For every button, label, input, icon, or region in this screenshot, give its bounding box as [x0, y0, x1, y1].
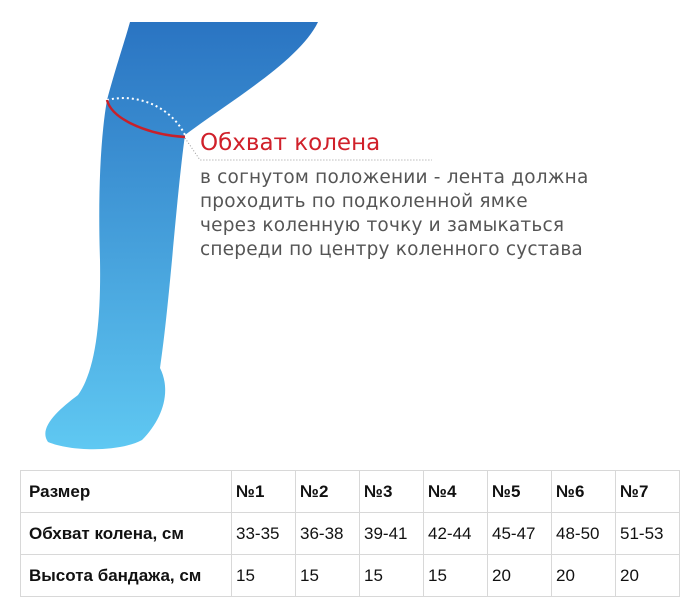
- knee-band-front: [105, 99, 186, 139]
- table-cell: 42-44: [423, 512, 488, 555]
- table-cell: 39-41: [359, 512, 424, 555]
- heading: Обхват колена: [200, 130, 381, 156]
- table-cell: Размер: [20, 470, 232, 513]
- table-cell: 20: [487, 554, 552, 597]
- table-cell: 15: [231, 554, 296, 597]
- table-cell: №1: [231, 470, 296, 513]
- table-cell: 20: [551, 554, 616, 597]
- table-cell: 33-35: [231, 512, 296, 555]
- table-cell: 36-38: [295, 512, 360, 555]
- table-cell: 15: [359, 554, 424, 597]
- table-cell: 15: [295, 554, 360, 597]
- description-line: в согнутом положении - лента должна: [200, 167, 589, 188]
- table-cell: №4: [423, 470, 488, 513]
- table-cell: №6: [551, 470, 616, 513]
- table-cell: №7: [615, 470, 680, 513]
- table-row: Обхват колена, см 33-35 36-38 39-41 42-44 45-…: [20, 512, 680, 555]
- description-line: проходить по подколенной ямке: [200, 191, 528, 212]
- illustration: [45, 22, 432, 450]
- description-line: спереди по центру коленного сустава: [200, 239, 583, 260]
- table-cell: Высота бандажа, см: [20, 554, 232, 597]
- table-cell: Обхват колена, см: [20, 512, 232, 555]
- leg: [45, 22, 318, 450]
- table-cell: №5: [487, 470, 552, 513]
- table-cell: 48-50: [551, 512, 616, 555]
- table-cell: №2: [295, 470, 360, 513]
- table-row: Высота бандажа, см 15 15 15 15 20 20 20: [20, 554, 680, 597]
- table-cell: 51-53: [615, 512, 680, 555]
- size-table: Размер №1 №2 №3 №4 №5 №6 №7 Обхват колена, см 33-…: [20, 470, 680, 597]
- table-cell: 20: [615, 554, 680, 597]
- table-cell: №3: [359, 470, 424, 513]
- table-cell: 45-47: [487, 512, 552, 555]
- table-cell: 15: [423, 554, 488, 597]
- description-line: через коленную точку и замыкаться: [200, 215, 565, 236]
- description: в согнутом положении - лента должна прохо…: [200, 166, 588, 262]
- table-row: Размер №1 №2 №3 №4 №5 №6 №7: [20, 470, 680, 513]
